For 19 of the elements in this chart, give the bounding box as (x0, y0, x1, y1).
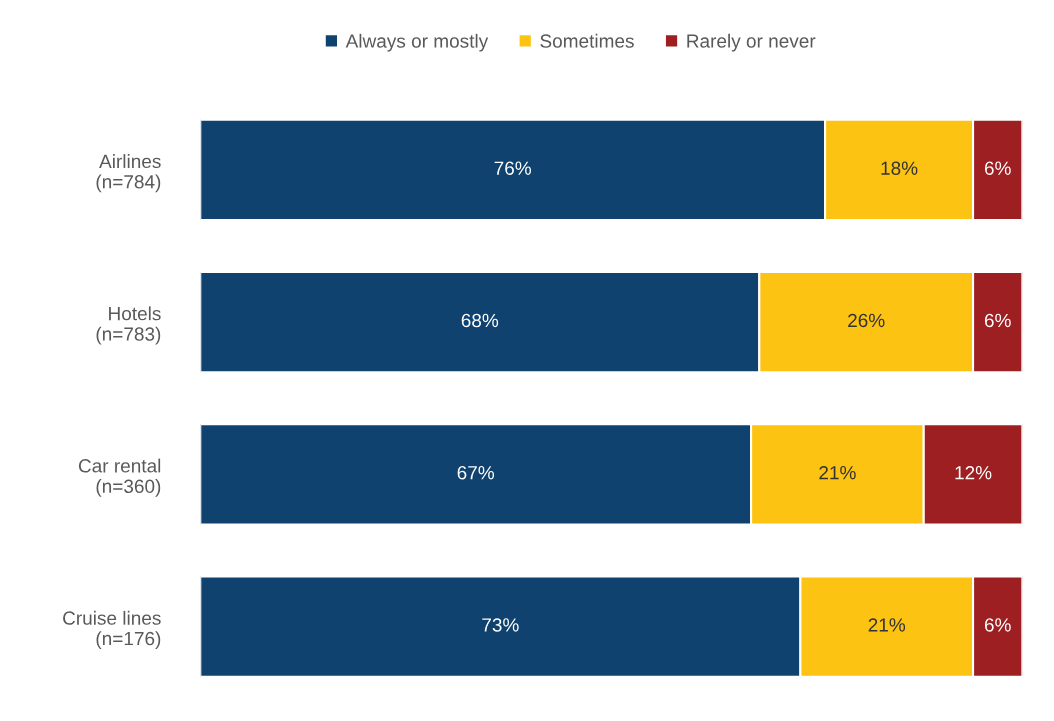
data-label: 21% (868, 618, 906, 632)
data-label: 68% (461, 313, 499, 328)
data-label: 6% (984, 161, 1011, 175)
legend-label: Always or mostly (345, 33, 489, 52)
y-tick-label: Hotels (n=783) (96, 306, 161, 345)
data-label: 6% (984, 618, 1011, 632)
data-label: 26% (848, 313, 885, 328)
y-tick-label: Car rental (n=360) (78, 458, 161, 497)
data-label: 73% (482, 618, 519, 632)
data-label: 21% (819, 466, 856, 480)
data-label: 12% (955, 466, 992, 480)
data-label: 67% (457, 466, 495, 480)
data-label: 76% (494, 161, 531, 175)
legend-label: Sometimes (540, 33, 634, 48)
data-label: 18% (881, 161, 918, 175)
data-label: 6% (984, 313, 1011, 328)
y-tick-label: Cruise lines (n=176) (63, 610, 161, 650)
legend-label: Rarely or never (687, 33, 816, 52)
y-tick-label: Airlines (n=784) (96, 154, 161, 193)
